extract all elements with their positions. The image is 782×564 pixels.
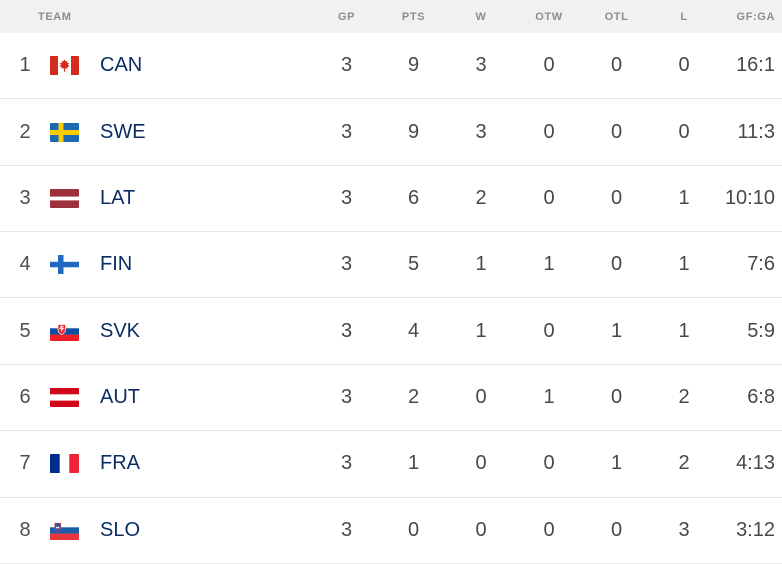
w-value: 1 [475, 253, 487, 276]
standings-header-row: TEAM GP PTS W OTW OTL L GF:GA [0, 0, 782, 33]
otw-value: 1 [543, 385, 555, 408]
column-header-pts: PTS [401, 10, 426, 23]
w-value: 3 [475, 54, 487, 77]
gp-value: 3 [340, 452, 353, 475]
l-value: 0 [678, 54, 690, 77]
otw-value: 0 [543, 518, 555, 541]
table-row[interactable]: 2 SWE 3 9 3 0 0 0 11:3 [0, 99, 782, 166]
otl-value: 0 [610, 253, 623, 276]
flag-fra-icon [50, 454, 95, 474]
rank-label: 3 [19, 186, 31, 209]
rank-label: 8 [19, 518, 31, 541]
pts-value: 9 [407, 120, 420, 143]
pts-value: 4 [407, 319, 420, 342]
flag-swe-icon [50, 122, 95, 142]
l-value: 2 [678, 452, 690, 475]
otw-value: 0 [543, 186, 555, 209]
gfga-value: 4:13 [736, 452, 775, 475]
pts-value: 9 [407, 54, 420, 77]
gfga-value: 7:6 [747, 253, 775, 276]
gfga-value: 3:12 [736, 518, 775, 541]
column-header-w: W [475, 10, 487, 23]
team-code: FRA [100, 452, 140, 475]
l-value: 1 [678, 186, 690, 209]
column-header-otl: OTL [604, 10, 629, 23]
team-code: CAN [100, 54, 143, 77]
flag-can-icon [50, 56, 95, 76]
flag-fin-icon [50, 255, 95, 275]
l-value: 0 [678, 120, 690, 143]
otl-value: 1 [610, 452, 623, 475]
table-row[interactable]: 3 LAT 3 6 2 0 0 1 10:10 [0, 165, 782, 233]
otl-value: 0 [610, 186, 623, 209]
team-code: SWE [100, 120, 146, 143]
team-code: LAT [100, 186, 136, 209]
table-row[interactable]: 6 AUT 3 2 0 1 0 2 6:8 [0, 364, 782, 432]
gfga-value: 11:3 [737, 120, 775, 143]
gp-value: 3 [340, 253, 353, 276]
table-row[interactable]: 8 SLO 3 0 0 0 0 3 3:12 [0, 497, 782, 564]
column-header-gp: GP [337, 10, 356, 23]
team-code: AUT [100, 385, 140, 408]
otw-value: 0 [543, 120, 555, 143]
standings-body: 1 CAN 3 9 3 0 0 0 16:1 2 SWE 3 9 3 0 0 0… [0, 33, 782, 564]
w-value: 3 [475, 120, 487, 143]
gfga-value: 6:8 [747, 385, 775, 408]
team-code: SLO [100, 518, 141, 541]
flag-lat-icon [50, 188, 95, 208]
l-value: 1 [678, 253, 690, 276]
rank-label: 6 [19, 385, 31, 408]
rank-label: 2 [19, 120, 31, 143]
gp-value: 3 [340, 186, 353, 209]
l-value: 2 [678, 385, 690, 408]
pts-value: 2 [407, 385, 420, 408]
team-code: FIN [100, 253, 133, 276]
gfga-value: 5:9 [747, 319, 775, 342]
table-row[interactable]: 4 FIN 3 5 1 1 0 1 7:6 [0, 232, 782, 299]
gfga-value: 16:1 [736, 54, 775, 77]
flag-svk-icon [50, 321, 95, 341]
rank-label: 4 [19, 253, 31, 276]
otw-value: 0 [543, 54, 555, 77]
w-value: 1 [475, 319, 487, 342]
rank-label: 5 [19, 319, 31, 342]
gp-value: 3 [340, 518, 353, 541]
otl-value: 0 [610, 54, 623, 77]
otl-value: 0 [610, 385, 623, 408]
column-header-team: TEAM [38, 10, 72, 23]
pts-value: 1 [407, 452, 420, 475]
gp-value: 3 [340, 120, 353, 143]
column-header-l: L [680, 10, 688, 23]
w-value: 0 [475, 385, 487, 408]
otl-value: 0 [610, 120, 623, 143]
otw-value: 0 [543, 319, 555, 342]
w-value: 2 [475, 186, 487, 209]
otw-value: 1 [543, 253, 555, 276]
otw-value: 0 [543, 452, 555, 475]
gp-value: 3 [340, 385, 353, 408]
gp-value: 3 [340, 54, 353, 77]
column-header-gfga: GF:GA [736, 10, 775, 23]
l-value: 3 [678, 518, 690, 541]
flag-slo-icon [50, 520, 95, 540]
gp-value: 3 [340, 319, 353, 342]
pts-value: 0 [407, 518, 420, 541]
rank-label: 1 [19, 54, 31, 77]
table-row[interactable]: 7 FRA 3 1 0 0 1 2 4:13 [0, 431, 782, 498]
gfga-value: 10:10 [724, 186, 775, 209]
otl-value: 0 [610, 518, 623, 541]
rank-label: 7 [19, 452, 31, 475]
pts-value: 6 [407, 186, 420, 209]
table-row[interactable]: 5 SVK 3 4 1 0 1 1 5:9 [0, 298, 782, 365]
otl-value: 1 [610, 319, 623, 342]
table-row[interactable]: 1 CAN 3 9 3 0 0 0 16:1 [0, 33, 782, 100]
column-header-otw: OTW [535, 10, 563, 23]
pts-value: 5 [407, 253, 420, 276]
w-value: 0 [475, 518, 487, 541]
l-value: 1 [678, 319, 690, 342]
flag-aut-icon [50, 387, 95, 407]
team-code: SVK [100, 319, 141, 342]
w-value: 0 [475, 452, 487, 475]
